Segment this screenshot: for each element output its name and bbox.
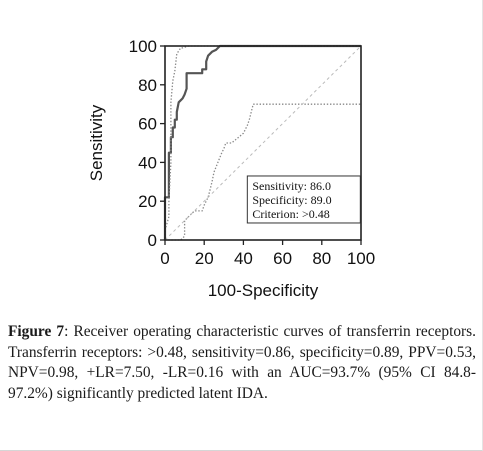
legend-entry: Sensitivity: 86.0	[252, 179, 331, 193]
x-tick-label: 20	[195, 249, 214, 268]
y-tick-label: 0	[148, 231, 157, 250]
figure-caption: Figure 7: Receiver operating characteris…	[8, 322, 476, 404]
y-tick-label: 80	[138, 76, 157, 95]
roc-series-5-dashed	[164, 45, 362, 241]
plot-area-frame	[164, 45, 362, 241]
roc-series-3-dotted	[165, 103, 361, 241]
x-tick-label: 0	[160, 249, 169, 268]
y-axis-title: Sensitivity	[87, 104, 106, 181]
x-tick-label: 60	[273, 249, 292, 268]
y-tick-label: 40	[138, 153, 157, 172]
figure-label: Figure 7	[8, 323, 65, 340]
x-tick-label: 80	[312, 249, 331, 268]
roc-series-2-dotted	[164, 45, 361, 240]
y-tick-label: 60	[138, 115, 157, 134]
figure-caption-text: : Receiver operating characteristic curv…	[8, 323, 477, 402]
x-tick-label: 100	[347, 249, 375, 268]
y-tick-label: 100	[129, 37, 157, 56]
roc-chart: 0 20 40 60 80 100 0 20 40 60 80 100 100-Specificity S…	[87, 37, 375, 300]
x-axis-title: 100-Specificity	[208, 281, 319, 300]
y-tick-label: 20	[138, 192, 157, 211]
legend-box	[246, 175, 361, 224]
legend-entry: Criterion: >0.48	[252, 207, 329, 221]
legend-entry: Specificity: 89.0	[252, 193, 331, 207]
x-tick-label: 40	[234, 249, 253, 268]
roc-series-1-solid	[163, 44, 361, 240]
